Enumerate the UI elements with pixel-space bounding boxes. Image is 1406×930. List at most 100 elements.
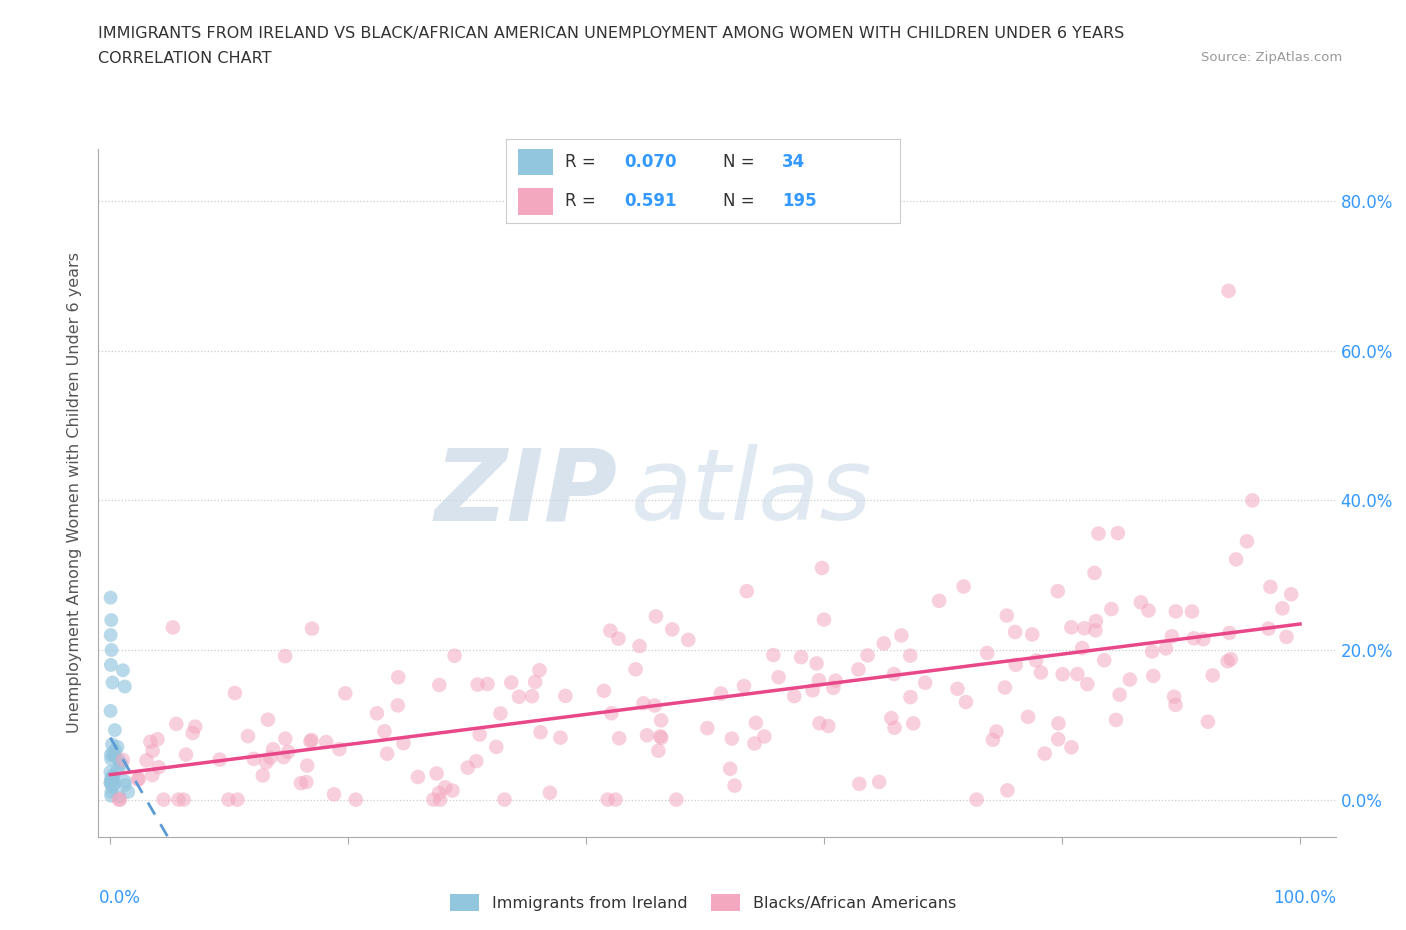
Point xyxy=(607,731,630,746)
Point xyxy=(101,737,124,751)
Point xyxy=(181,725,204,740)
Point xyxy=(1004,625,1026,640)
Point xyxy=(529,663,551,678)
Point xyxy=(108,792,131,807)
Point xyxy=(903,716,925,731)
Point xyxy=(520,689,543,704)
Point xyxy=(554,688,576,703)
Point xyxy=(1119,672,1142,687)
Point xyxy=(848,777,870,791)
Point xyxy=(813,612,835,627)
Point xyxy=(301,733,323,748)
Point xyxy=(1182,631,1205,645)
Point xyxy=(101,771,124,786)
Point xyxy=(762,647,785,662)
Point xyxy=(1219,652,1241,667)
Point xyxy=(1087,526,1109,541)
Point xyxy=(465,753,488,768)
Point xyxy=(801,683,824,698)
Point xyxy=(1161,629,1184,644)
Point xyxy=(104,723,127,737)
Point xyxy=(538,785,561,800)
Point xyxy=(100,784,122,799)
Point xyxy=(1092,653,1115,668)
Point xyxy=(328,742,350,757)
Point xyxy=(645,609,668,624)
Point xyxy=(883,667,905,682)
Point xyxy=(107,752,129,767)
Point xyxy=(628,639,651,654)
Point xyxy=(650,713,672,728)
Point xyxy=(593,684,616,698)
Point xyxy=(880,711,903,725)
Point xyxy=(981,732,1004,747)
Point xyxy=(1060,620,1083,635)
Point xyxy=(290,776,312,790)
Point xyxy=(441,783,464,798)
Point xyxy=(315,735,337,750)
Point xyxy=(274,731,297,746)
Point xyxy=(103,768,125,783)
Point xyxy=(807,672,830,687)
Point xyxy=(644,698,666,713)
Point xyxy=(665,792,688,807)
Point xyxy=(1154,641,1177,656)
Point xyxy=(139,735,162,750)
Point xyxy=(1108,687,1130,702)
Point xyxy=(107,762,129,777)
Text: 34: 34 xyxy=(782,153,806,171)
Point xyxy=(489,706,512,721)
Point xyxy=(1021,627,1043,642)
Point xyxy=(768,670,790,684)
Point xyxy=(1052,667,1074,682)
Point xyxy=(173,792,195,807)
Point xyxy=(148,760,170,775)
Point xyxy=(100,776,122,790)
Point xyxy=(167,792,190,807)
Point xyxy=(366,706,388,721)
Point xyxy=(100,658,122,672)
Point xyxy=(111,757,134,772)
Text: Source: ZipAtlas.com: Source: ZipAtlas.com xyxy=(1202,51,1343,64)
Point xyxy=(1047,732,1070,747)
Point xyxy=(1202,668,1225,683)
Point xyxy=(817,719,839,734)
Point xyxy=(323,787,346,802)
Point xyxy=(111,752,134,767)
Point xyxy=(387,698,409,713)
Point xyxy=(1164,698,1187,712)
Point xyxy=(955,695,977,710)
Point xyxy=(678,632,700,647)
Point xyxy=(141,767,163,782)
Point xyxy=(1046,584,1069,599)
Point xyxy=(117,785,139,800)
Point xyxy=(811,561,834,576)
Point xyxy=(427,786,450,801)
Point xyxy=(824,673,846,688)
Point xyxy=(1216,654,1239,669)
Point xyxy=(422,792,444,807)
Point xyxy=(468,727,491,742)
Point xyxy=(104,743,127,758)
Point xyxy=(344,792,367,807)
Point xyxy=(696,721,718,736)
Point xyxy=(1099,602,1122,617)
Point xyxy=(218,792,240,807)
Point xyxy=(100,613,122,628)
Point xyxy=(184,719,207,734)
Text: 0.591: 0.591 xyxy=(624,193,676,210)
Point xyxy=(128,771,150,786)
Point xyxy=(994,680,1017,695)
Point xyxy=(301,621,323,636)
Point xyxy=(299,734,322,749)
Point xyxy=(718,762,741,777)
Point xyxy=(735,584,758,599)
Point xyxy=(108,790,131,804)
Point xyxy=(1137,603,1160,618)
Point xyxy=(165,716,187,731)
Point xyxy=(508,689,530,704)
Text: 100.0%: 100.0% xyxy=(1272,889,1336,907)
Text: atlas: atlas xyxy=(630,445,872,541)
Point xyxy=(146,732,169,747)
Point xyxy=(254,755,277,770)
